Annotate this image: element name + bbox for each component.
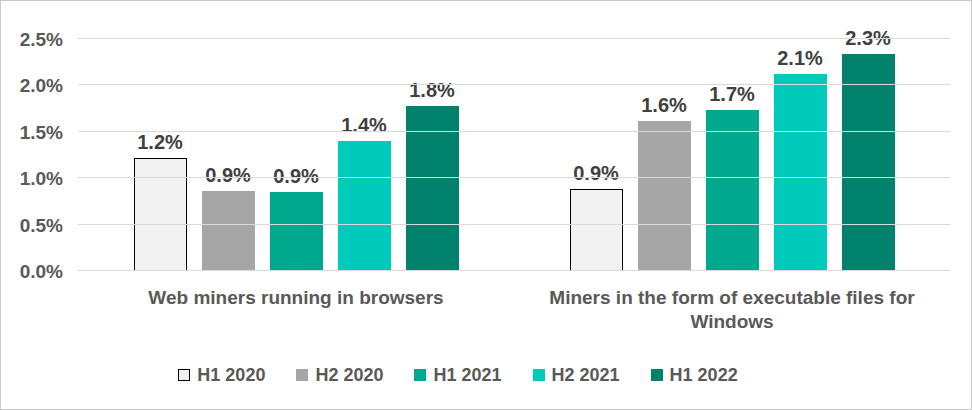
legend-swatch-h1-2020 bbox=[178, 369, 190, 381]
data-label: 1.6% bbox=[641, 94, 687, 117]
legend-swatch-h2-2020 bbox=[296, 369, 308, 381]
bar-h1-2020 bbox=[134, 158, 187, 271]
legend-item-h1-2020: H1 2020 bbox=[178, 364, 265, 386]
bar-h1-2022 bbox=[842, 54, 895, 271]
legend-label: H1 2021 bbox=[433, 364, 501, 386]
legend-label: H2 2021 bbox=[552, 364, 620, 386]
data-label: 0.9% bbox=[205, 164, 251, 187]
bar-h2-2020 bbox=[202, 191, 255, 271]
y-axis: 0.0%0.5%1.0%1.5%2.0%2.5% bbox=[1, 39, 63, 271]
y-axis-tick-label: 2.0% bbox=[20, 76, 63, 95]
bar-group: 0.9%1.6%1.7%2.1%2.3% bbox=[514, 39, 950, 271]
bar-unit: 1.6% bbox=[638, 94, 691, 271]
bar-unit: 2.1% bbox=[774, 47, 827, 271]
y-axis-tick-label: 1.0% bbox=[20, 169, 63, 188]
gridline bbox=[78, 84, 950, 85]
y-axis-tick-label: 2.5% bbox=[20, 30, 63, 49]
gridline bbox=[78, 177, 950, 178]
category-label-executable-miners: Miners in the form of executable files f… bbox=[514, 286, 950, 334]
legend-item-h1-2022: H1 2022 bbox=[651, 364, 738, 386]
legend-swatch-h1-2022 bbox=[651, 369, 663, 381]
legend-swatch-h1-2021 bbox=[414, 369, 426, 381]
bar-unit: 0.9% bbox=[202, 164, 255, 271]
y-axis-tick-label: 0.0% bbox=[20, 262, 63, 281]
bar-h2-2021 bbox=[338, 141, 391, 271]
data-label: 1.2% bbox=[137, 131, 183, 154]
bar-unit: 0.9% bbox=[570, 162, 623, 271]
legend-item-h1-2021: H1 2021 bbox=[414, 364, 501, 386]
legend-label: H2 2020 bbox=[315, 364, 383, 386]
legend-swatch-h2-2021 bbox=[533, 369, 545, 381]
bar-h1-2021 bbox=[706, 110, 759, 271]
data-label: 0.9% bbox=[573, 162, 619, 185]
data-label: 1.7% bbox=[709, 83, 755, 106]
y-axis-tick-label: 0.5% bbox=[20, 215, 63, 234]
legend-label: H1 2020 bbox=[197, 364, 265, 386]
legend: H1 2020 H2 2020 H1 2021 H2 2021 H1 2022 bbox=[0, 364, 943, 386]
data-label: 1.4% bbox=[341, 114, 387, 137]
y-axis-tick-label: 1.5% bbox=[20, 122, 63, 141]
bar-unit: 2.3% bbox=[842, 27, 895, 271]
data-label: 2.1% bbox=[777, 47, 823, 70]
bar-h1-2021 bbox=[270, 192, 323, 271]
bar-h2-2020 bbox=[638, 121, 691, 271]
bar-unit: 1.4% bbox=[338, 114, 391, 271]
gridline bbox=[78, 270, 950, 271]
bar-h2-2021 bbox=[774, 74, 827, 271]
bar-unit: 0.9% bbox=[270, 165, 323, 271]
legend-item-h2-2020: H2 2020 bbox=[296, 364, 383, 386]
plot-area: 1.2%0.9%0.9%1.4%1.8% 0.9%1.6%1.7%2.1%2.3… bbox=[78, 39, 950, 271]
bar-h1-2020 bbox=[570, 189, 623, 271]
data-label: 1.8% bbox=[409, 79, 455, 102]
category-label-web-miners: Web miners running in browsers bbox=[78, 286, 514, 310]
gridline bbox=[78, 224, 950, 225]
bar-unit: 1.8% bbox=[406, 79, 459, 271]
miner-share-bar-chart: 0.0% 0.5% 1.0% 1.5% 2.0% 2.5% 1.2% 0.9% 0.9% 1.4… bbox=[0, 0, 972, 410]
gridline bbox=[78, 38, 950, 39]
legend-label: H1 2022 bbox=[670, 364, 738, 386]
legend-item-h2-2021: H2 2021 bbox=[533, 364, 620, 386]
gridline bbox=[78, 131, 950, 132]
bar-group: 1.2% 0.9% 0.9% 1.4% 1.8% bbox=[78, 39, 514, 271]
bar-unit: 1.2% bbox=[134, 131, 187, 271]
